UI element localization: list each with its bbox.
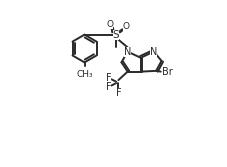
Text: N: N: [123, 47, 131, 57]
Text: Br: Br: [162, 67, 172, 77]
Text: CH₃: CH₃: [76, 70, 92, 79]
Text: F: F: [105, 82, 111, 92]
Text: N: N: [149, 47, 157, 57]
Text: S: S: [112, 30, 119, 40]
Text: F: F: [115, 88, 121, 98]
Text: O: O: [122, 22, 129, 31]
Text: O: O: [106, 20, 113, 29]
Text: F: F: [105, 73, 111, 83]
